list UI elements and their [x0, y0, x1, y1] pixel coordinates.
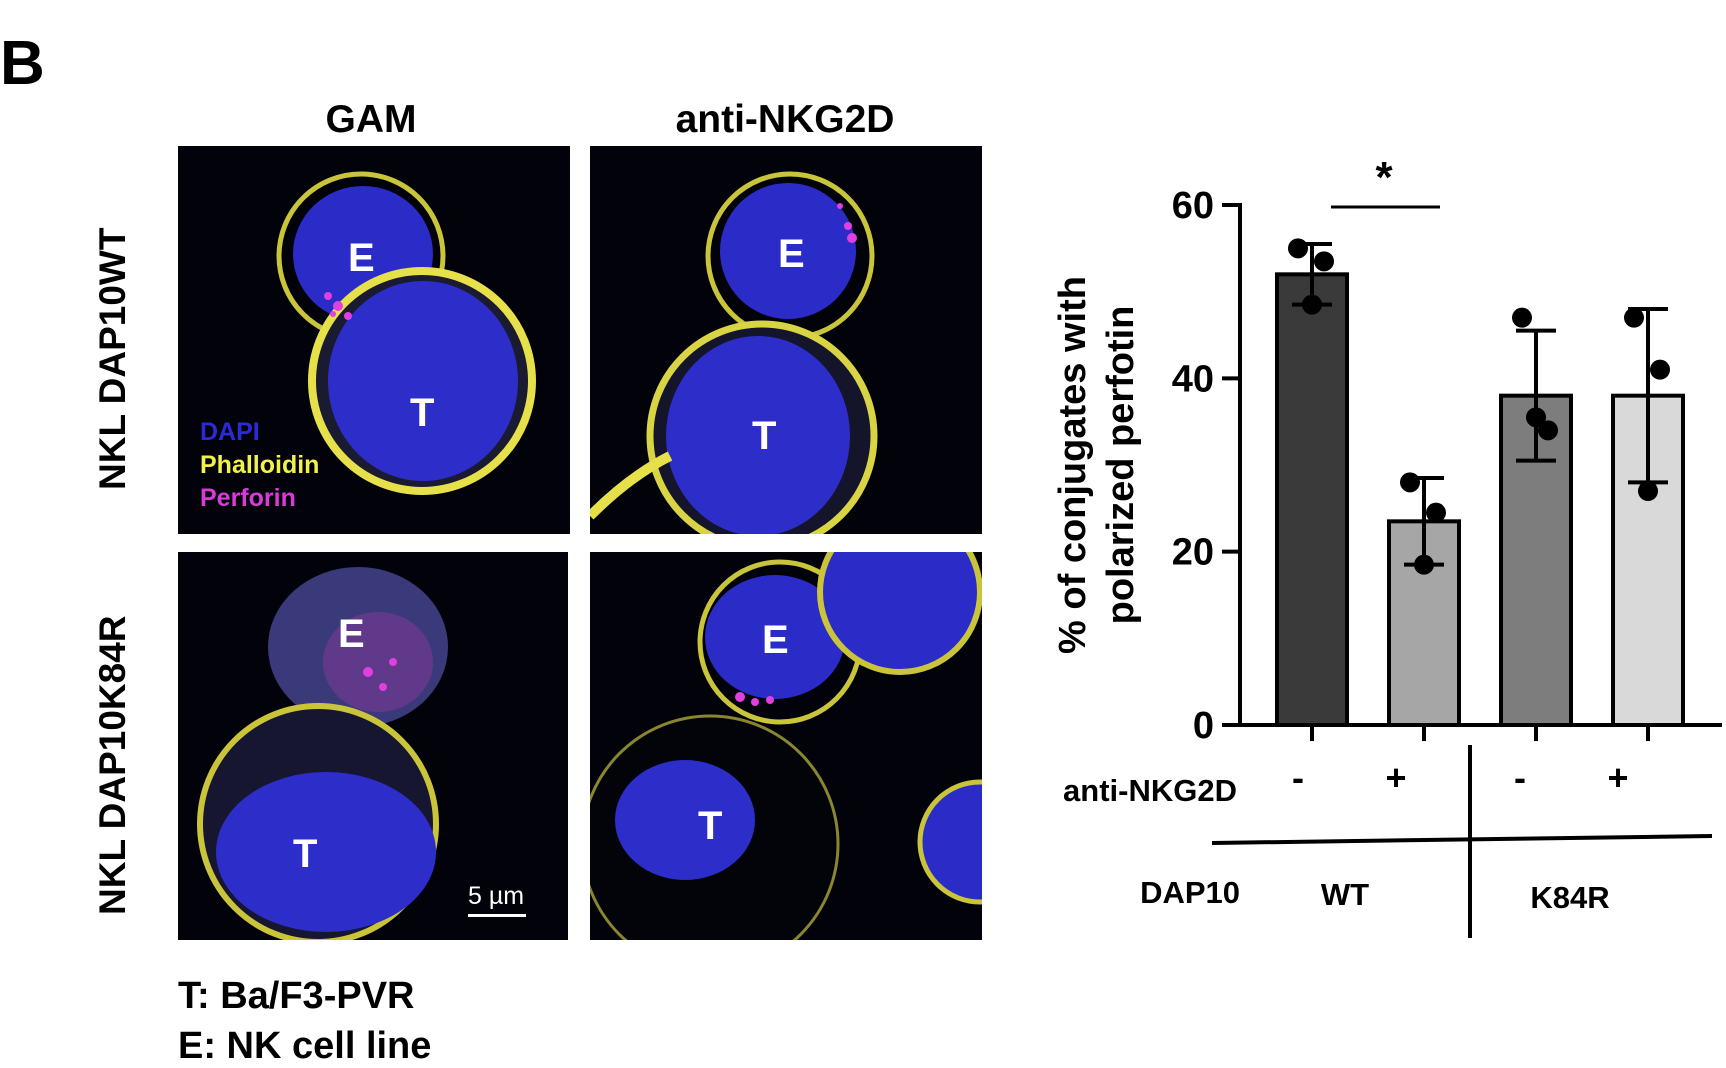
micrograph-image [590, 171, 878, 534]
row-label-anti-nkg2d: anti-NKG2D [1063, 773, 1237, 808]
significance-star: * [1375, 153, 1393, 202]
y-tick-label: 20 [1172, 532, 1214, 574]
y-tick-label: 0 [1193, 705, 1214, 747]
effector-label: E [762, 618, 789, 662]
micrograph-wt-anti-nkg2d: E T [590, 146, 982, 534]
data-point [1302, 294, 1322, 315]
micrograph-image [197, 567, 448, 940]
y-axis-label-line2: polarized perfotin [1100, 306, 1142, 625]
treatment-sign: - [1514, 757, 1526, 798]
target-label: T [293, 832, 318, 876]
table-rule [1211, 834, 1713, 845]
y-tick-label: 60 [1172, 185, 1214, 227]
column-heading-anti-nkg2d: anti-NKG2D [675, 98, 895, 141]
data-point [1538, 420, 1558, 441]
effector-label: E [348, 236, 375, 280]
data-point [1624, 307, 1644, 328]
data-point [1526, 407, 1546, 428]
data-point [1638, 481, 1658, 501]
data-point [1414, 554, 1434, 575]
data-point [1314, 251, 1334, 272]
treatment-sign: + [1385, 757, 1406, 798]
treatment-sign: + [1607, 757, 1628, 798]
scale-bar [468, 914, 526, 917]
micrograph-image [276, 171, 536, 495]
effector-label: E [778, 232, 805, 276]
panel-letter: B [0, 29, 45, 98]
group-label-wt: WT [1321, 877, 1369, 912]
micrograph-k84r-gam: E T 5 µm [178, 552, 568, 940]
key-target: T: Ba/F3-PVR [178, 975, 415, 1017]
micrograph-k84r-anti-nkg2d: E T [590, 552, 982, 940]
effector-label: E [338, 612, 365, 656]
micrograph-wt-gam: E T DAPI Phalloidin Perforin [178, 146, 570, 534]
scale-bar-label: 5 µm [468, 882, 525, 910]
micrograph-image [590, 552, 982, 940]
target-label: T [698, 804, 723, 848]
legend-phalloidin: Phalloidin [200, 451, 320, 479]
data-point [1650, 359, 1670, 380]
bar [1275, 272, 1349, 727]
y-axis-label-line1: % of conjugates with [1052, 276, 1094, 654]
data-point [1400, 472, 1420, 493]
data-point [1512, 307, 1532, 328]
target-label: T [752, 414, 777, 458]
group-label-k84r: K84R [1530, 880, 1609, 915]
y-tick-label: 40 [1172, 358, 1214, 400]
treatment-sign: - [1292, 757, 1304, 798]
column-heading-gam: GAM [325, 98, 417, 141]
data-point [1426, 502, 1446, 523]
data-point [1288, 238, 1308, 259]
target-label: T [410, 391, 435, 435]
row-label-dap10: DAP10 [1140, 875, 1240, 910]
legend-perforin: Perforin [200, 484, 296, 512]
legend-dapi: DAPI [200, 418, 260, 446]
